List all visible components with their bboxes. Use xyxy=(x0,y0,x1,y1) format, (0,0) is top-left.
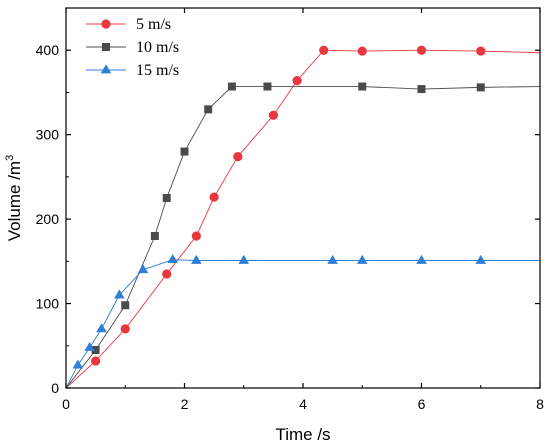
x-tick-label: 6 xyxy=(418,396,426,412)
data-point-square xyxy=(263,82,272,91)
y-axis-title: Volume /m3 xyxy=(4,155,24,241)
data-point-square xyxy=(150,232,159,240)
y-tick-label: 0 xyxy=(51,380,59,396)
data-point-circle xyxy=(476,46,486,56)
data-point-circle xyxy=(268,110,278,120)
data-point-triangle xyxy=(191,254,202,264)
legend-label: 10 m/s xyxy=(136,39,179,56)
ticks-layer: 0 2 4 6 8 0 100 200 300 400 xyxy=(36,8,544,412)
data-point-square xyxy=(204,105,213,114)
data-point-triangle xyxy=(96,323,107,333)
y-tick-label: 100 xyxy=(36,296,60,312)
data-point-square xyxy=(180,147,189,156)
x-tick-label: 2 xyxy=(181,396,189,412)
x-axis-title: Time /s xyxy=(275,425,330,444)
legend-label: 5 m/s xyxy=(136,16,171,33)
series-circle xyxy=(65,45,541,389)
legend-label: 15 m/s xyxy=(136,62,179,79)
series-triangle xyxy=(65,254,540,389)
data-point-circle xyxy=(91,356,101,366)
data-point-triangle xyxy=(84,341,96,351)
data-point-triangle xyxy=(356,254,368,264)
data-point-square xyxy=(417,85,426,94)
data-point-square xyxy=(121,301,130,310)
y-tick-label: 200 xyxy=(36,211,60,227)
legend-marker-triangle xyxy=(100,64,112,74)
data-point-circle xyxy=(233,152,243,162)
series-line xyxy=(65,86,541,389)
series-line xyxy=(65,259,540,389)
data-point-triangle xyxy=(167,254,178,264)
data-point-circle xyxy=(319,45,329,55)
data-point-triangle xyxy=(114,289,125,299)
data-point-circle xyxy=(292,76,302,86)
series-layer xyxy=(65,45,541,389)
y-tick-label: 400 xyxy=(36,42,60,58)
data-point-circle xyxy=(162,269,172,279)
x-tick-label: 0 xyxy=(62,396,70,412)
data-point-circle xyxy=(191,231,201,241)
data-point-triangle xyxy=(72,359,84,369)
y-axis-title-text: Volume /m xyxy=(5,161,24,241)
data-point-circle xyxy=(209,192,219,202)
data-point-square xyxy=(358,82,367,91)
data-point-triangle xyxy=(238,254,250,264)
data-point-square xyxy=(476,83,485,92)
legend-item: 5 m/s xyxy=(86,16,171,33)
data-point-square xyxy=(162,194,171,202)
data-point-circle xyxy=(357,46,367,56)
legend-marker-circle xyxy=(101,19,111,29)
data-point-triangle xyxy=(416,254,427,264)
legend: 5 m/s 10 m/s 15 m/s xyxy=(86,16,179,79)
data-point-square xyxy=(91,346,100,354)
series-square xyxy=(65,82,541,389)
legend-item: 10 m/s xyxy=(86,39,179,56)
data-point-triangle xyxy=(475,254,487,264)
series-line xyxy=(65,49,541,389)
legend-item: 15 m/s xyxy=(86,62,179,79)
data-point-circle xyxy=(120,324,130,334)
x-tick-label: 4 xyxy=(299,396,307,412)
data-point-circle xyxy=(416,45,427,55)
x-tick-label: 8 xyxy=(536,396,544,412)
data-point-triangle xyxy=(137,264,149,274)
data-point-triangle xyxy=(327,254,338,264)
data-point-square xyxy=(227,82,236,91)
y-tick-label: 300 xyxy=(36,127,60,143)
y-axis-title-superscript: 3 xyxy=(4,155,16,161)
legend-marker-square xyxy=(102,43,110,51)
